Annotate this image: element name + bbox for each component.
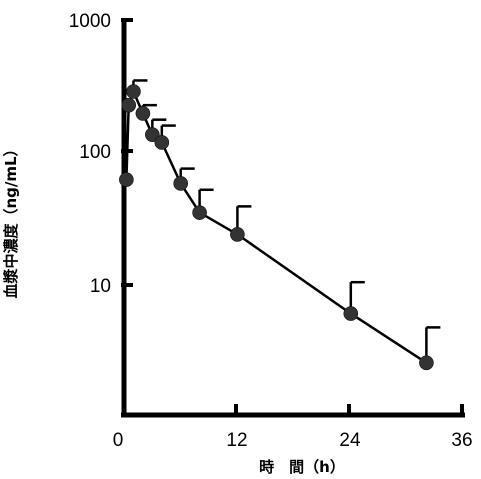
y-tick-label-10: 10 (90, 276, 111, 297)
data-point (135, 106, 151, 121)
x-tick-label-12: 12 (226, 430, 247, 451)
x-tick-label-24: 24 (339, 430, 361, 451)
x-axis-title: 時 間（h） (259, 458, 345, 476)
plot-area (119, 79, 441, 371)
data-point (173, 176, 188, 191)
data-point (154, 135, 170, 150)
data-point (192, 205, 207, 220)
x-axis: 0 12 24 36 (113, 404, 473, 451)
data-point (121, 97, 137, 113)
data-point (419, 355, 434, 371)
y-tick-label-100: 100 (79, 142, 111, 163)
x-tick-label-36: 36 (451, 430, 472, 451)
data-point (119, 172, 134, 187)
y-axis-title: 血漿中濃度（ng/mL） (2, 141, 20, 298)
series-line (125, 90, 428, 364)
data-point (230, 227, 245, 242)
data-point (126, 84, 141, 99)
y-tick-label-1000: 1000 (69, 11, 111, 32)
data-point (145, 127, 160, 142)
data-point (343, 306, 359, 321)
x-tick-label-0: 0 (113, 430, 124, 451)
y-axis: 1000 100 10 (69, 11, 133, 417)
